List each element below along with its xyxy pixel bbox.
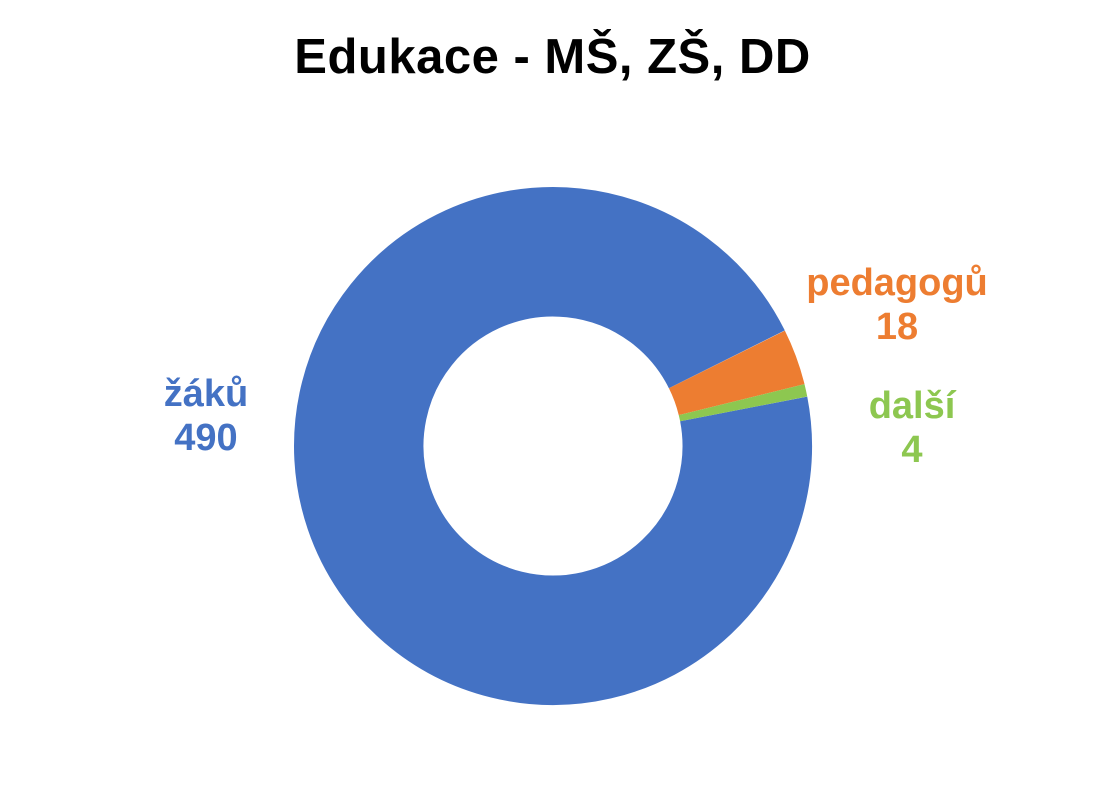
chart-title: Edukace - MŠ, ZŠ, DD <box>294 30 811 84</box>
segment-label-dalsi: další 4 <box>869 384 956 472</box>
segment-value: 4 <box>901 429 923 471</box>
segment-value: 18 <box>875 306 919 348</box>
segment-label-pedagogu: pedagogů 18 <box>806 261 988 349</box>
segment-name: další <box>868 385 956 427</box>
segment-name: žáků <box>163 373 249 415</box>
donut-segments <box>294 187 812 705</box>
segment-label-zaku: žáků 490 <box>164 372 248 460</box>
segment-name: pedagogů <box>806 262 988 304</box>
segment-value: 490 <box>174 417 238 459</box>
donut-segment-pedagogů <box>668 330 805 417</box>
donut-segment-žáků <box>294 187 812 705</box>
donut-segment-další <box>678 384 808 422</box>
